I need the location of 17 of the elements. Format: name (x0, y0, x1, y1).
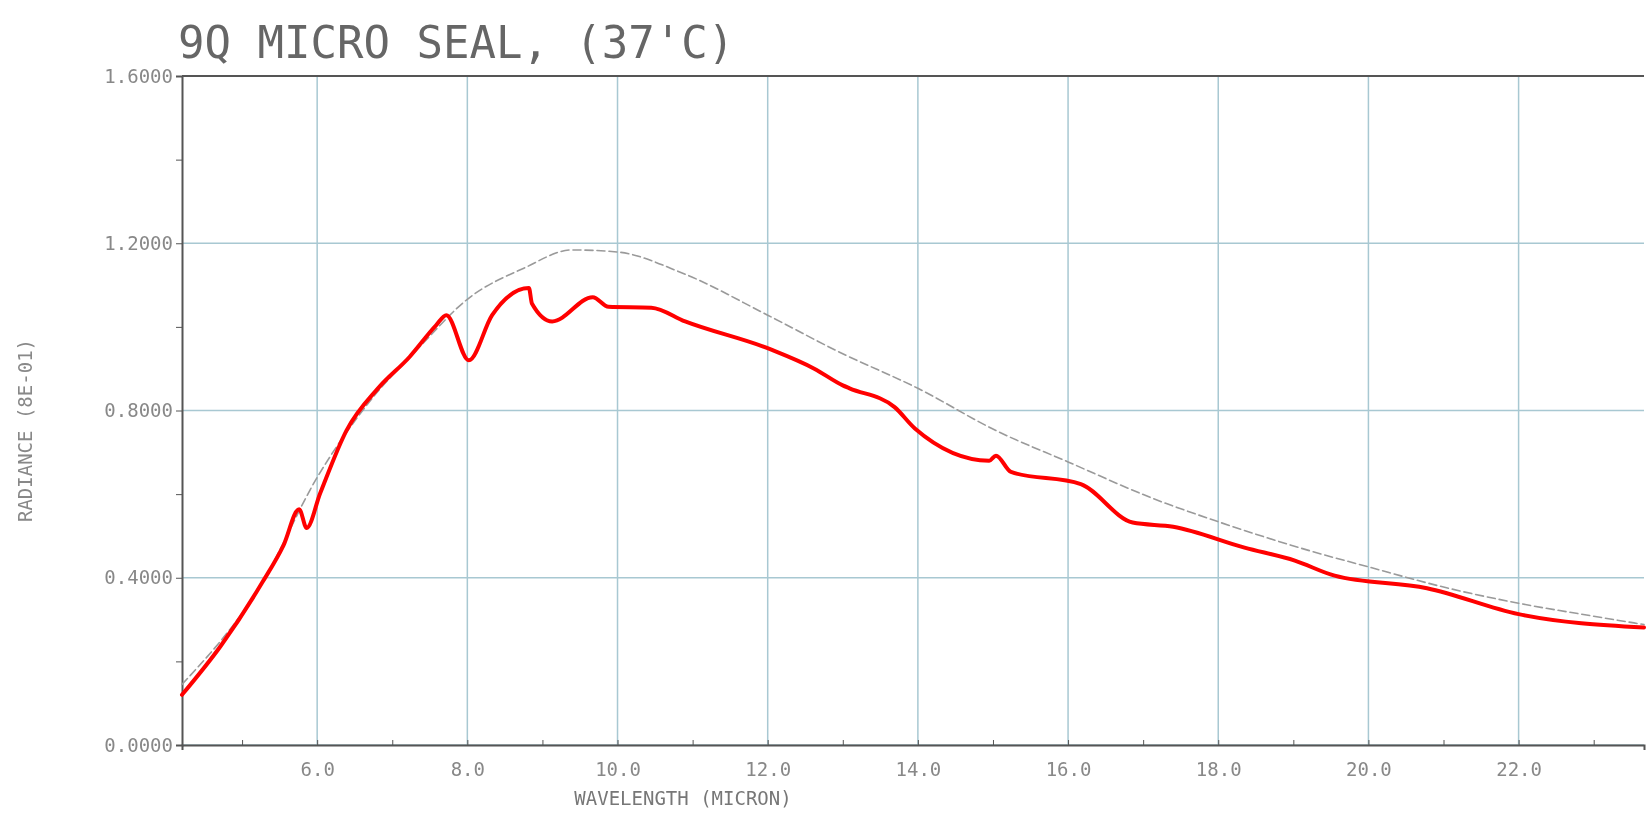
y-tick-label: 1.6000 (104, 64, 173, 87)
x-tick-label: 22.0 (1496, 757, 1542, 780)
x-tick-label: 16.0 (1045, 757, 1092, 780)
x-tick-label: 12.0 (745, 757, 792, 780)
y-tick-label: 1.2000 (104, 231, 173, 254)
x-tick-label: 14.0 (895, 757, 942, 780)
x-tick-label: 18.0 (1195, 757, 1242, 780)
y-tick-label: 0.8000 (104, 399, 173, 422)
x-tick-label: 8.0 (450, 757, 486, 780)
y-tick-label: 0.0000 (104, 733, 173, 756)
x-axis-title: WAVELENGTH (MICRON) (574, 787, 792, 809)
x-tick-label: 10.0 (595, 757, 641, 780)
chart-title: 9Q MICRO SEAL, (37'C) (178, 17, 735, 68)
x-tick-label: 20.0 (1346, 757, 1392, 780)
x-tick-label: 6.0 (300, 757, 335, 780)
y-axis-title: RADIANCE (8E-01) (14, 338, 36, 523)
y-tick-label: 0.4000 (104, 566, 173, 589)
